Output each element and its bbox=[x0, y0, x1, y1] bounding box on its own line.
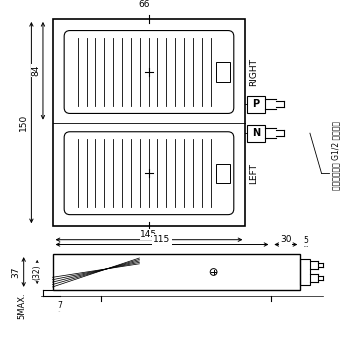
Text: P: P bbox=[252, 99, 259, 109]
Bar bbox=[216, 62, 230, 82]
Text: 30: 30 bbox=[280, 235, 292, 244]
Text: 7: 7 bbox=[57, 301, 62, 310]
Bar bbox=[300, 259, 310, 285]
Bar bbox=[216, 163, 230, 183]
Bar bbox=[52, 254, 300, 290]
Text: 115: 115 bbox=[153, 235, 170, 244]
Text: RIGHT: RIGHT bbox=[249, 58, 258, 86]
Text: (32): (32) bbox=[33, 264, 42, 280]
Text: 66: 66 bbox=[138, 0, 150, 9]
Bar bbox=[52, 19, 245, 226]
Text: LEFT: LEFT bbox=[249, 163, 258, 184]
Bar bbox=[247, 125, 265, 142]
Text: 5MAX.: 5MAX. bbox=[17, 292, 26, 318]
Text: 5: 5 bbox=[304, 236, 308, 245]
Bar bbox=[247, 96, 265, 113]
Text: 37: 37 bbox=[12, 266, 20, 278]
Text: 145: 145 bbox=[140, 230, 158, 239]
Text: 84: 84 bbox=[32, 65, 41, 77]
Text: N: N bbox=[252, 128, 260, 138]
Text: 管用平行ネジ G1/2 コネクタ: 管用平行ネジ G1/2 コネクタ bbox=[331, 121, 340, 190]
Text: 150: 150 bbox=[19, 114, 28, 131]
